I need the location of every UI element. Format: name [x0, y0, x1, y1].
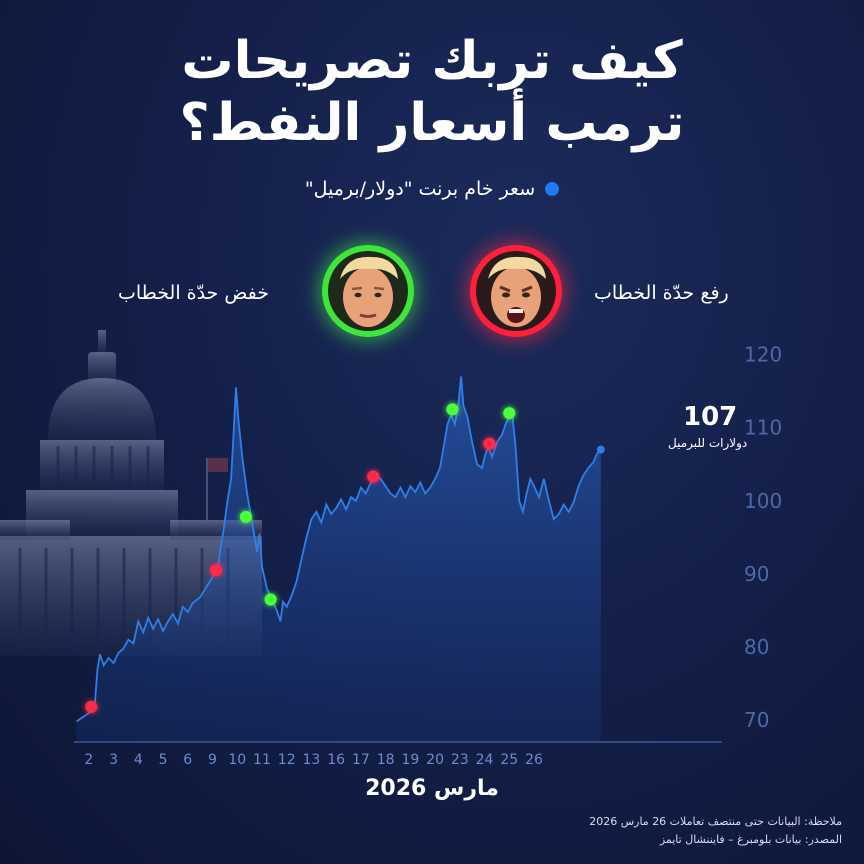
x-tick-label: 2: [84, 752, 93, 768]
raise-tone-marker: [85, 700, 98, 713]
x-tick-label: 24: [476, 752, 494, 768]
x-tick-label: 20: [426, 752, 444, 768]
x-tick-label: 11: [253, 752, 271, 768]
y-tick-label: 80: [744, 635, 769, 659]
lower-tone-marker: [239, 510, 252, 523]
price-line: [75, 376, 602, 723]
raise-tone-label: رفع حدّة الخطاب: [594, 282, 729, 304]
lower-tone-label: خفض حدّة الخطاب: [118, 282, 269, 304]
x-tick-label: 16: [327, 752, 345, 768]
x-tick-label: 17: [352, 752, 370, 768]
x-tick-label: 3: [109, 752, 118, 768]
source: المصدر: بيانات بلومبرغ – فايننشال تايمز: [659, 833, 842, 846]
y-tick-label: 120: [744, 343, 782, 367]
x-tick-label: 18: [377, 752, 395, 768]
y-tick-label: 70: [744, 708, 769, 732]
x-tick-label: 26: [525, 752, 543, 768]
last-value: 107: [683, 402, 738, 432]
lower-tone-marker: [446, 403, 459, 416]
x-tick-label: 4: [134, 752, 143, 768]
y-tick-label: 90: [744, 562, 769, 586]
x-tick-label: 23: [451, 752, 469, 768]
title-line-1: كيف تربك تصريحات: [181, 31, 683, 91]
lower-tone-marker: [264, 593, 277, 606]
y-tick-label: 110: [744, 416, 782, 440]
x-tick-label: 6: [183, 752, 192, 768]
price-area: [76, 376, 601, 742]
title-line-2: ترمب أسعار النفط؟: [179, 93, 685, 153]
raise-tone-marker: [367, 470, 380, 483]
x-tick-label: 10: [228, 752, 246, 768]
last-value-unit: دولارات للبرميل: [668, 436, 748, 450]
x-tick-label: 9: [208, 752, 217, 768]
note: ملاحظة: البيانات حتى منتصف تعاملات 26 ما…: [589, 815, 842, 828]
x-tick-label: 25: [500, 752, 518, 768]
raise-tone-marker: [210, 564, 223, 577]
angry-face-icon: [470, 245, 562, 337]
x-tick-label: 13: [303, 752, 321, 768]
raise-tone-marker: [483, 437, 496, 450]
x-axis-title: مارس 2026: [365, 776, 499, 801]
legend-label: سعر خام برنت "دولار/برميل": [304, 178, 536, 200]
calm-face-icon: [322, 245, 414, 337]
lower-tone-marker: [503, 407, 516, 420]
legend: سعر خام برنت "دولار/برميل": [0, 178, 864, 200]
last-value-dot: [596, 445, 605, 454]
y-tick-label: 100: [744, 489, 782, 513]
legend-dot-icon: [545, 182, 560, 196]
x-tick-label: 12: [278, 752, 296, 768]
x-tick-label: 19: [401, 752, 419, 768]
x-tick-label: 5: [159, 752, 168, 768]
